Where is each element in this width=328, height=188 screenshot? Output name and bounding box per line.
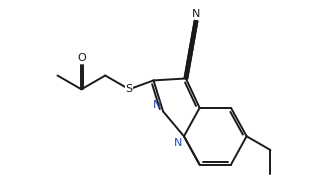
Text: N: N: [192, 8, 200, 18]
Text: O: O: [77, 52, 86, 63]
Text: S: S: [126, 84, 133, 94]
Text: N: N: [174, 138, 183, 148]
Text: N: N: [153, 100, 161, 110]
